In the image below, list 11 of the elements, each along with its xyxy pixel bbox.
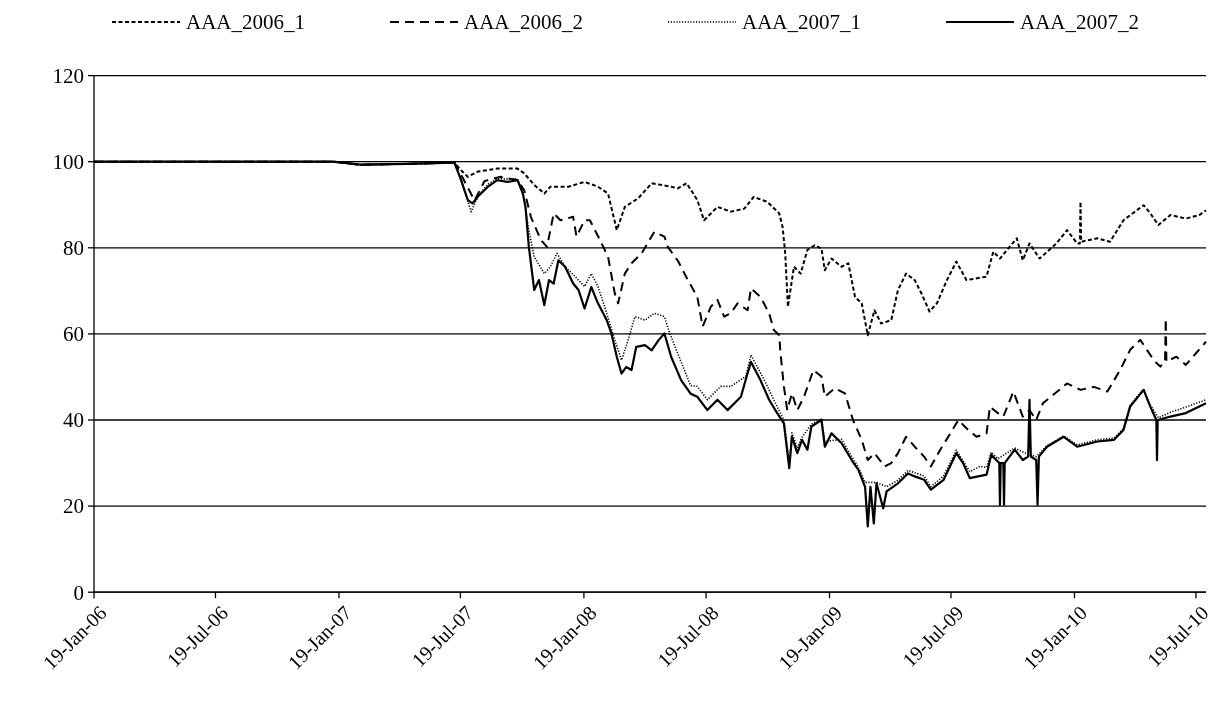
y-tick-label: 120 [52,63,84,88]
y-tick-label: 0 [73,580,84,605]
y-tick-label: 40 [63,408,84,433]
legend-label: AAA_2006_2 [464,10,583,35]
y-tick-label: 20 [63,494,84,519]
legend-label: AAA_2007_2 [1020,10,1139,35]
y-tick-label: 80 [63,236,84,261]
legend-label: AAA_2006_1 [186,10,305,35]
y-tick-label: 100 [52,150,84,175]
legend-label: AAA_2007_1 [742,10,861,35]
y-tick-label: 60 [63,322,84,347]
